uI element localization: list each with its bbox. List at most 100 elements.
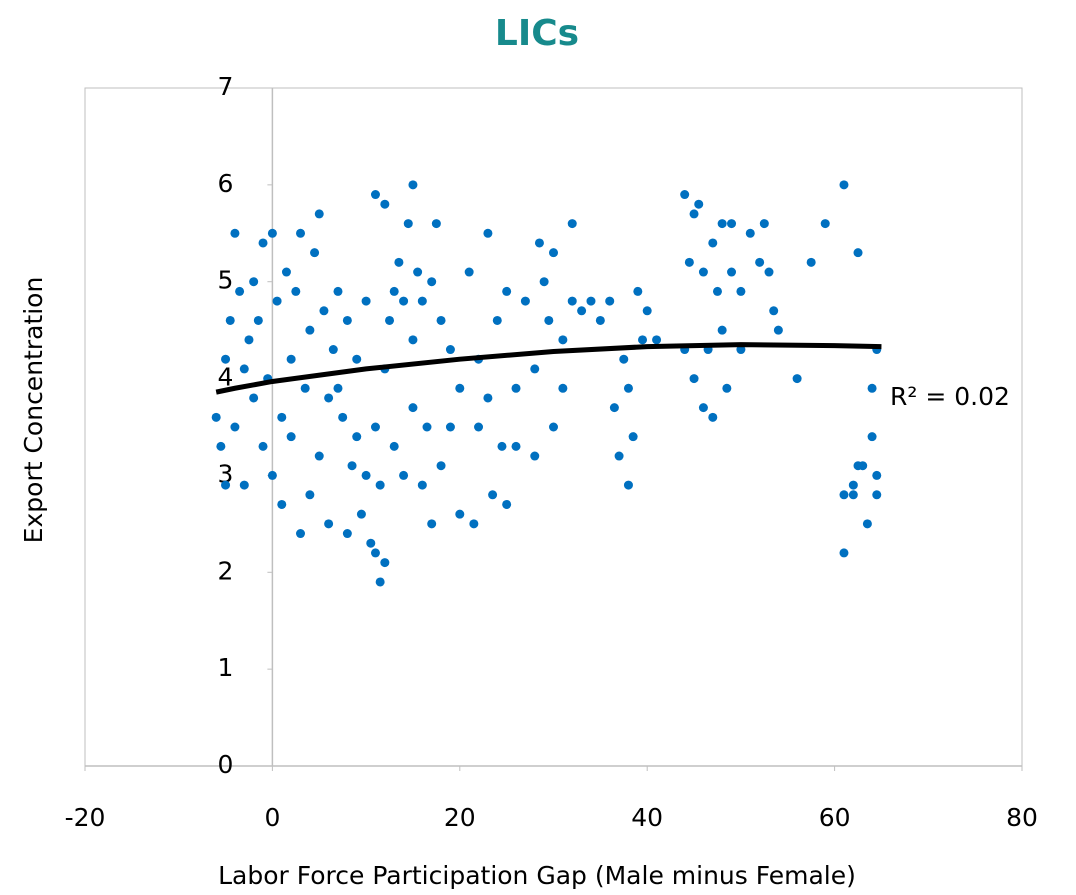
scatter-point xyxy=(305,325,315,335)
scatter-point xyxy=(698,267,708,277)
scatter-point xyxy=(221,354,231,364)
scatter-point xyxy=(558,383,568,393)
scatter-point xyxy=(408,180,418,190)
scatter-point xyxy=(370,548,380,558)
scatter-point xyxy=(389,441,399,451)
scatter-point xyxy=(773,325,783,335)
scatter-point xyxy=(342,315,352,325)
scatter-point xyxy=(244,335,254,345)
scatter-point xyxy=(253,315,263,325)
y-tick-label: 0 xyxy=(217,750,233,779)
scatter-point xyxy=(848,490,858,500)
scatter-point xyxy=(408,335,418,345)
scatter-point xyxy=(319,306,329,316)
scatter-point xyxy=(520,296,530,306)
scatter-point xyxy=(497,441,507,451)
scatter-point xyxy=(549,248,558,258)
scatter-point xyxy=(356,509,366,519)
scatter-point xyxy=(839,490,849,500)
scatter-point xyxy=(417,296,427,306)
scatter-point xyxy=(469,519,479,529)
scatter-point xyxy=(755,257,765,267)
scatter-point xyxy=(633,286,643,296)
scatter-point xyxy=(385,315,395,325)
scatter-point xyxy=(277,412,287,422)
scatter-point xyxy=(727,219,737,229)
scatter-point xyxy=(483,228,493,238)
scatter-point xyxy=(530,364,540,374)
scatter-point xyxy=(305,490,315,500)
scatter-point xyxy=(277,499,287,509)
chart-title: LICs xyxy=(495,13,579,54)
scatter-point xyxy=(286,354,296,364)
scatter-point xyxy=(324,393,334,403)
scatter-point xyxy=(258,238,268,248)
y-tick-label: 5 xyxy=(217,266,233,295)
scatter-point xyxy=(511,441,521,451)
scatter-point xyxy=(708,238,718,248)
scatter-point xyxy=(296,228,306,238)
scatter-point xyxy=(417,480,427,490)
scatter-point xyxy=(483,393,493,403)
scatter-point xyxy=(267,470,277,480)
annotation: R² = 0.02 xyxy=(890,382,1010,411)
y-tick-label: 3 xyxy=(217,459,233,488)
scatter-point xyxy=(361,470,371,480)
scatter-point xyxy=(370,190,380,200)
scatter-point xyxy=(628,432,638,442)
scatter-point xyxy=(488,490,498,500)
scatter-point xyxy=(352,354,362,364)
scatter-point xyxy=(235,286,245,296)
scatter-point xyxy=(333,286,343,296)
x-tick-label: -20 xyxy=(65,803,106,832)
scatter-point xyxy=(239,364,249,374)
scatter-point xyxy=(310,248,320,258)
scatter-point xyxy=(342,529,352,539)
scatter-point xyxy=(530,451,540,461)
scatter-point xyxy=(324,519,334,529)
x-tick-label: 80 xyxy=(1006,803,1038,832)
scatter-point xyxy=(839,548,849,558)
scatter-point xyxy=(399,470,409,480)
scatter-point xyxy=(764,267,774,277)
scatter-point xyxy=(291,286,301,296)
scatter-point xyxy=(230,422,240,432)
scatter-point xyxy=(839,180,849,190)
scatter-point xyxy=(712,286,722,296)
scatter-point xyxy=(492,315,502,325)
scatter-point xyxy=(216,441,226,451)
scatter-point xyxy=(586,296,596,306)
scatter-point xyxy=(684,257,694,267)
scatter-point xyxy=(352,432,362,442)
scatter-point xyxy=(539,277,549,287)
scatter-point xyxy=(867,383,877,393)
scatter-point xyxy=(717,325,727,335)
scatter-point xyxy=(296,529,306,539)
scatter-point xyxy=(858,461,868,471)
scatter-point xyxy=(577,306,587,316)
scatter-point xyxy=(502,286,512,296)
y-tick-label: 7 xyxy=(217,72,233,101)
scatter-point xyxy=(567,296,577,306)
scatter-point xyxy=(455,383,465,393)
trendline xyxy=(215,342,882,395)
scatter-point xyxy=(370,422,380,432)
scatter-point xyxy=(642,306,652,316)
scatter-point xyxy=(534,238,544,248)
scatter-point xyxy=(328,345,338,355)
y-axis-label: Export Concentration xyxy=(19,277,48,544)
scatter-point xyxy=(638,335,648,345)
scatter-point xyxy=(211,412,221,422)
scatter-point xyxy=(623,383,633,393)
scatter-point xyxy=(769,306,779,316)
scatter-point xyxy=(230,228,240,238)
scatter-point xyxy=(314,209,324,219)
scatter-point xyxy=(375,577,385,587)
scatter-point xyxy=(408,403,418,413)
scatter-point xyxy=(422,422,432,432)
x-axis-label: Labor Force Participation Gap (Male minu… xyxy=(218,861,856,890)
scatter-point xyxy=(867,432,877,442)
scatter-point xyxy=(300,383,310,393)
scatter-point xyxy=(272,296,282,306)
